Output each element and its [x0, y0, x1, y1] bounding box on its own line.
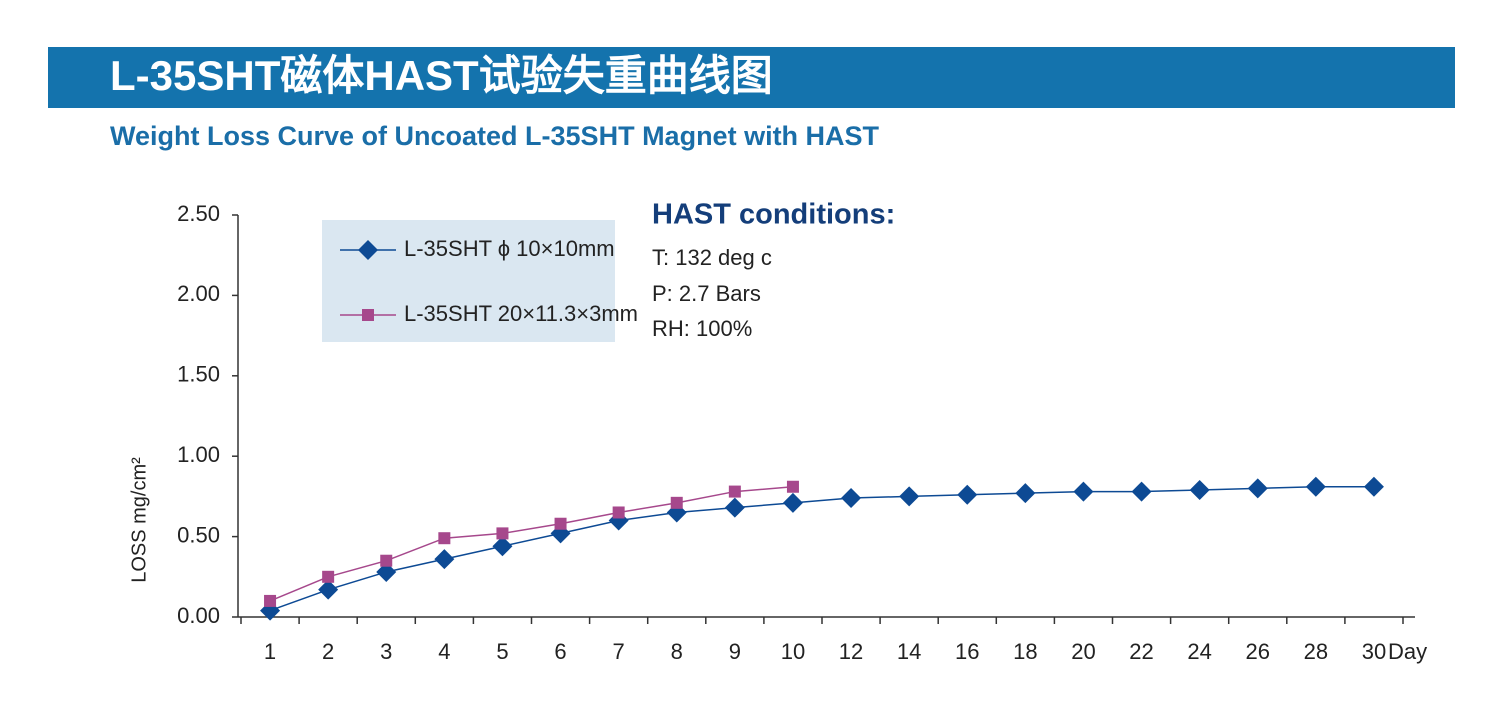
chart-subtitle: Weight Loss Curve of Uncoated L-35SHT Ma…	[110, 121, 880, 151]
data-point	[376, 561, 397, 582]
y-tick-label: 0.50	[177, 522, 220, 547]
data-point	[492, 536, 513, 557]
x-tick-label: 7	[613, 639, 625, 664]
data-point	[957, 484, 978, 505]
x-tick-label: 5	[496, 639, 508, 664]
chart-title: L-35SHT磁体HAST试验失重曲线图	[110, 52, 773, 99]
y-tick-label: 1.50	[177, 362, 220, 387]
x-tick-label: 3	[380, 639, 392, 664]
x-tick-label: 8	[671, 639, 683, 664]
y-axis-label: LOSS mg/cm²	[128, 457, 150, 583]
y-tick-label: 1.00	[177, 442, 220, 467]
y-tick-label: 2.00	[177, 281, 220, 306]
x-tick-label: 28	[1304, 639, 1328, 664]
data-point	[1363, 476, 1384, 497]
data-point	[1189, 479, 1210, 500]
annotation-heading: HAST conditions:	[652, 199, 895, 231]
data-point	[496, 527, 509, 540]
x-axis-label: Day	[1388, 639, 1427, 664]
annotation-line: RH: 100%	[652, 316, 752, 341]
data-point	[358, 240, 378, 260]
y-tick-label: 0.00	[177, 603, 220, 628]
data-point	[554, 517, 567, 530]
x-tick-label: 4	[438, 639, 450, 664]
data-point	[362, 309, 374, 321]
x-tick-label: 1	[264, 639, 276, 664]
data-point	[724, 497, 745, 518]
data-point	[438, 532, 451, 545]
data-point	[1247, 478, 1268, 499]
title-banner	[48, 47, 1455, 108]
x-tick-label: 26	[1246, 639, 1270, 664]
data-point	[434, 549, 455, 570]
annotation-line: P: 2.7 Bars	[652, 281, 761, 306]
data-point	[380, 554, 393, 567]
series-line	[269, 486, 1374, 612]
annotation-line: T: 132 deg c	[652, 245, 772, 270]
x-tick-label: 14	[897, 639, 921, 664]
data-point	[264, 594, 277, 607]
data-point	[782, 492, 803, 513]
data-point	[786, 480, 799, 493]
x-tick-label: 2	[322, 639, 334, 664]
data-point	[670, 496, 683, 509]
x-tick-label: 6	[554, 639, 566, 664]
data-point	[318, 579, 339, 600]
series-line	[269, 486, 794, 602]
data-point	[1015, 483, 1036, 504]
x-tick-label: 30	[1362, 639, 1386, 664]
x-tick-label: 20	[1071, 639, 1095, 664]
data-point	[899, 486, 920, 507]
x-tick-label: 24	[1187, 639, 1211, 664]
data-point	[1073, 481, 1094, 502]
x-tick-label: 10	[781, 639, 805, 664]
data-point	[841, 488, 862, 509]
x-tick-label: 12	[839, 639, 863, 664]
legend-box	[322, 220, 615, 342]
x-tick-label: 18	[1013, 639, 1037, 664]
data-point	[612, 506, 625, 519]
data-point	[1131, 481, 1152, 502]
x-tick-label: 9	[729, 639, 741, 664]
data-point	[728, 485, 741, 498]
legend-label: L-35SHT ϕ 10×10mm	[404, 236, 615, 261]
x-tick-label: 16	[955, 639, 979, 664]
legend-label: L-35SHT 20×11.3×3mm	[404, 301, 638, 326]
data-point	[1305, 476, 1326, 497]
data-point	[322, 570, 335, 583]
y-tick-label: 2.50	[177, 201, 220, 226]
x-tick-label: 22	[1129, 639, 1153, 664]
